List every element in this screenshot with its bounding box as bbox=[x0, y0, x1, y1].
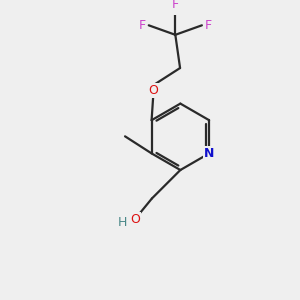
Text: F: F bbox=[139, 19, 146, 32]
Text: N: N bbox=[204, 147, 214, 160]
Text: O: O bbox=[130, 213, 140, 226]
Text: F: F bbox=[205, 19, 212, 32]
Text: O: O bbox=[148, 84, 158, 97]
Text: H: H bbox=[118, 216, 127, 229]
Text: F: F bbox=[172, 0, 179, 11]
